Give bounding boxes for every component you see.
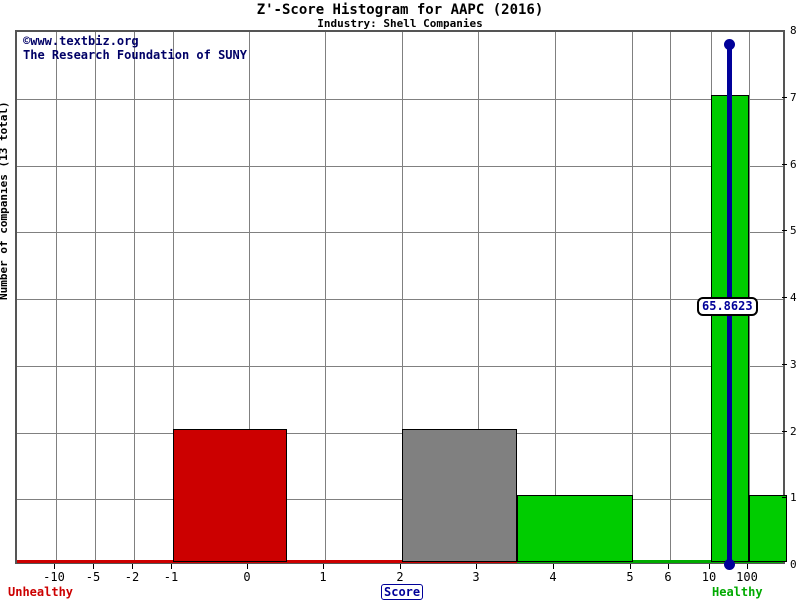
xtick-label-100: 100 xyxy=(736,570,758,584)
gridline-y-4 xyxy=(17,299,783,300)
plot-area: 65.8623 ©www.textbiz.org The Research Fo… xyxy=(15,30,787,570)
xtick-mark-5 xyxy=(630,564,631,569)
ytick-label-3: 3 xyxy=(790,358,797,371)
watermark-line-1: ©www.textbiz.org xyxy=(23,34,139,48)
xtick-label-0: 0 xyxy=(243,570,251,584)
xtick-label-6: 6 xyxy=(664,570,672,584)
ytick-mark-7 xyxy=(782,97,787,98)
gridline-y-3 xyxy=(17,365,783,367)
ytick-label-1: 1 xyxy=(790,491,797,504)
xtick-mark-10 xyxy=(709,564,710,569)
gridline-y-5 xyxy=(17,232,783,234)
gridline-x--2 xyxy=(134,32,135,562)
zone-label-unhealthy: Unhealthy xyxy=(8,585,74,599)
chart-title: Z'-Score Histogram for AAPC (2016) xyxy=(256,2,544,18)
xtick-label--2: -2 xyxy=(124,570,140,584)
gridline-x-2 xyxy=(402,32,403,562)
ytick-mark-5 xyxy=(782,230,787,231)
gridline-y-1 xyxy=(17,499,783,501)
xtick-mark-1 xyxy=(323,564,324,569)
xtick-label--5: -5 xyxy=(85,570,101,584)
chart-subtitle: Industry: Shell Companies xyxy=(317,17,483,30)
ytick-label-5: 5 xyxy=(790,224,797,237)
xtick-mark-2 xyxy=(400,564,401,569)
gridline-x-5 xyxy=(632,32,633,562)
xtick-mark-6 xyxy=(668,564,669,569)
ytick-label-2: 2 xyxy=(790,425,797,438)
ytick-label-8: 8 xyxy=(790,24,797,37)
xtick-label-2: 2 xyxy=(396,570,404,584)
gridline-x-4 xyxy=(555,32,556,562)
gridline-y-2 xyxy=(17,432,783,434)
gridline-y-7 xyxy=(17,98,783,100)
company-marker-dot-top xyxy=(724,39,735,50)
ytick-mark-1 xyxy=(782,497,787,498)
ytick-mark-4 xyxy=(782,297,787,298)
zone-label-healthy: Healthy xyxy=(712,585,763,599)
bar-bin-1 xyxy=(402,428,517,562)
bar-bin-0 xyxy=(173,428,287,562)
ytick-label-0: 0 xyxy=(790,558,797,571)
xtick-mark--10 xyxy=(54,564,55,569)
baseline-healthy xyxy=(517,560,783,563)
plot-inner: 65.8623 ©www.textbiz.org The Research Fo… xyxy=(17,32,787,570)
ytick-mark-2 xyxy=(782,431,787,432)
xtick-mark-4 xyxy=(553,564,554,569)
xtick-mark--2 xyxy=(132,564,133,569)
ytick-mark-3 xyxy=(782,364,787,365)
gridline-y-6 xyxy=(17,165,783,167)
y-axis-label: Number of companies (13 total) xyxy=(0,101,10,300)
gridline-x-6 xyxy=(670,32,671,562)
xtick-mark--1 xyxy=(171,564,172,569)
xtick-mark-3 xyxy=(476,564,477,569)
xtick-label-10: 10 xyxy=(701,570,717,584)
xtick-label-4: 4 xyxy=(549,570,557,584)
company-marker-dot-bottom xyxy=(724,559,735,570)
bar-bin-4 xyxy=(749,495,787,562)
x-axis-label: Score xyxy=(381,584,424,600)
gridline-x--10 xyxy=(56,32,57,562)
watermark-line-2: The Research Foundation of SUNY xyxy=(23,48,247,62)
xtick-label--10: -10 xyxy=(43,570,65,584)
bar-bin-2 xyxy=(517,495,633,562)
xtick-label--1: -1 xyxy=(163,570,179,584)
gridline-x--5 xyxy=(95,32,96,562)
gridline-x-0 xyxy=(249,32,250,562)
xtick-mark-0 xyxy=(247,564,248,569)
ytick-label-4: 4 xyxy=(790,291,797,304)
ytick-label-6: 6 xyxy=(790,158,797,171)
ytick-label-7: 7 xyxy=(790,91,797,104)
gridline-x-3 xyxy=(478,32,479,562)
xtick-mark-100 xyxy=(747,564,748,569)
xtick-label-5: 5 xyxy=(626,570,634,584)
company-score-label: 65.8623 xyxy=(697,297,758,316)
gridline-x--1 xyxy=(173,32,174,562)
ytick-mark-6 xyxy=(782,164,787,165)
xtick-label-1: 1 xyxy=(319,570,327,584)
xtick-label-3: 3 xyxy=(472,570,480,584)
xtick-mark--5 xyxy=(93,564,94,569)
gridline-x-1 xyxy=(325,32,326,562)
